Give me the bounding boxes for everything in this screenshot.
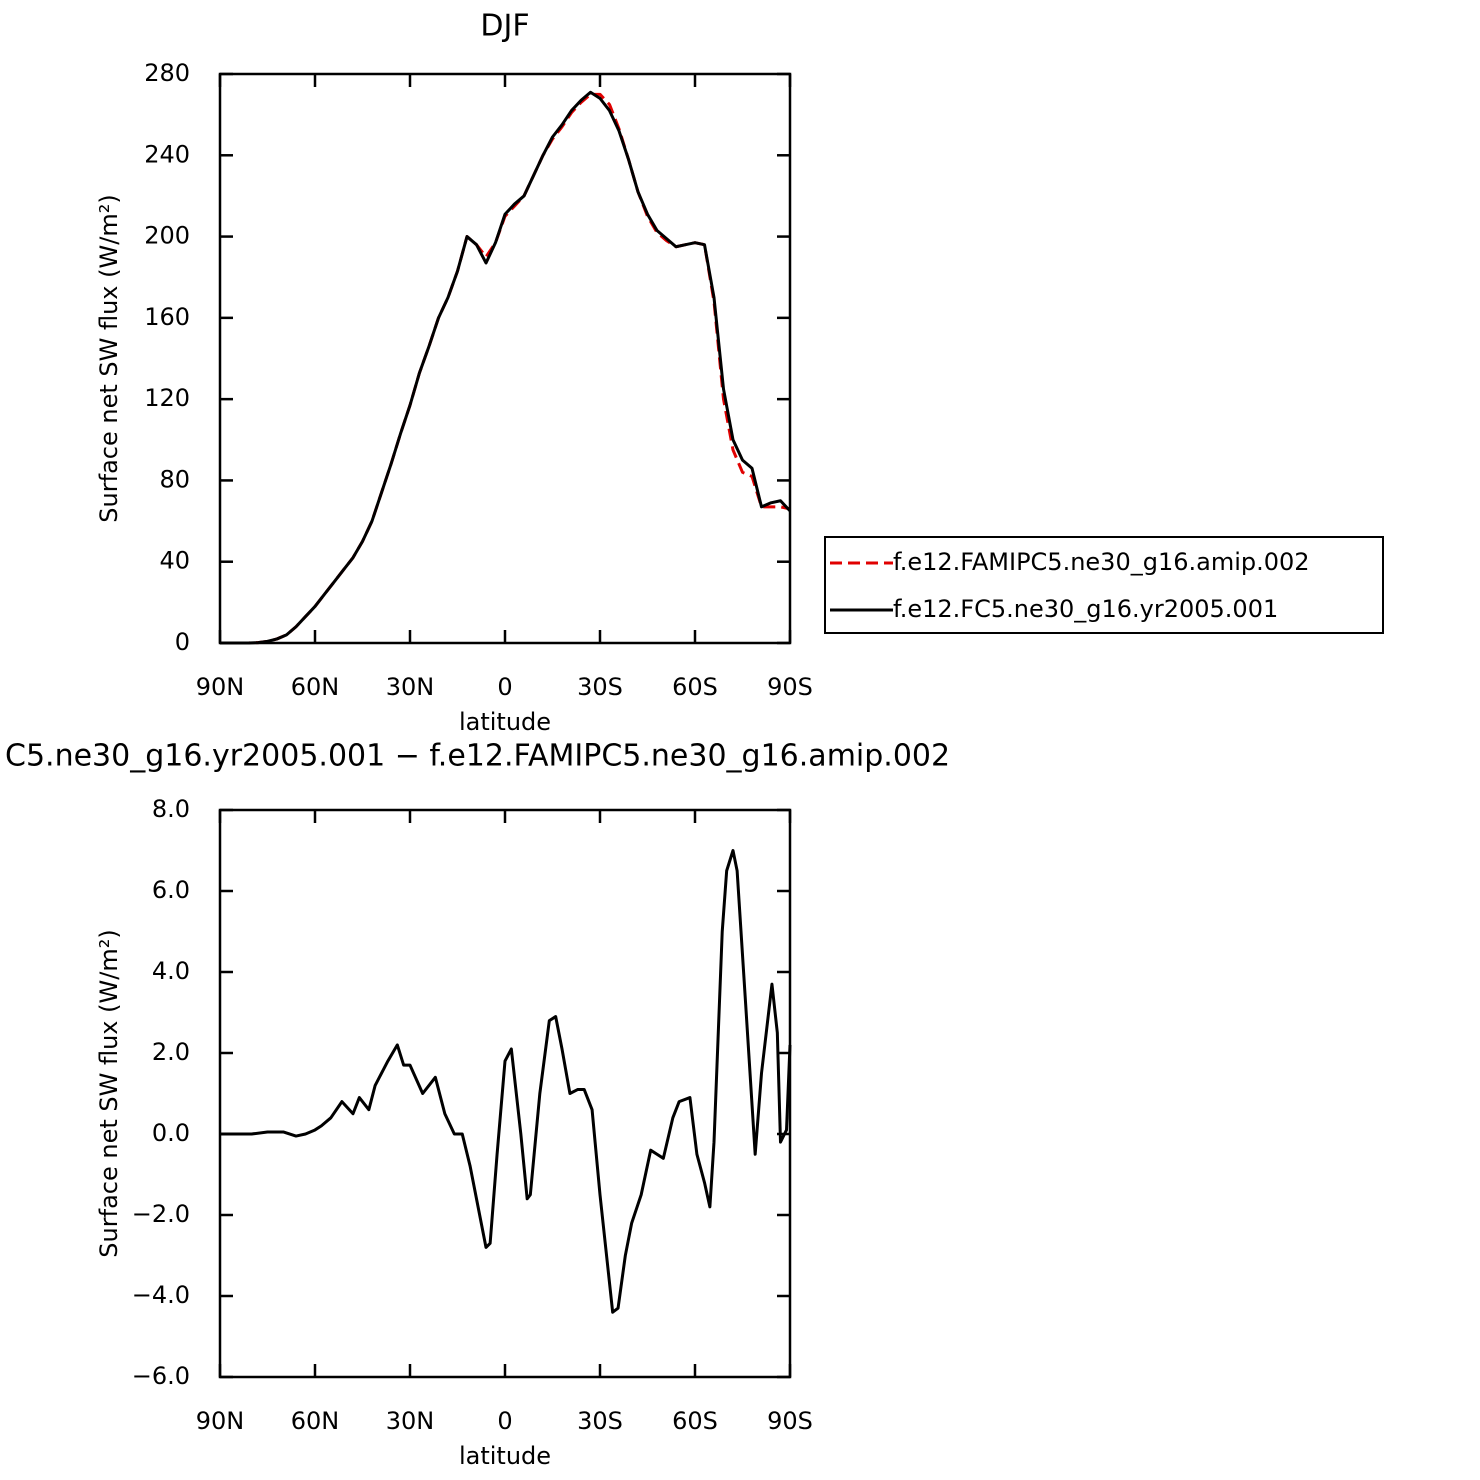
- x-tick-label: 60S: [672, 1407, 718, 1435]
- x-tick-label: 30S: [577, 1407, 623, 1435]
- legend-label: f.e12.FC5.ne30_g16.yr2005.001: [893, 595, 1278, 623]
- legend-box: [824, 536, 1384, 634]
- x-tick-label: 90S: [767, 673, 813, 701]
- x-tick-label: 30N: [386, 1407, 435, 1435]
- y-tick-label: 40: [159, 547, 190, 575]
- y-tick-label: 80: [159, 465, 190, 493]
- plot-frame: [218, 72, 792, 645]
- y-tick-label: 0: [175, 628, 190, 656]
- y-tick-label: 120: [144, 384, 190, 412]
- chart-title: C5.ne30_g16.yr2005.001 − f.e12.FAMIPC5.n…: [5, 739, 950, 774]
- legend-label: f.e12.FAMIPC5.ne30_g16.amip.002: [893, 548, 1310, 576]
- y-tick-label: −6.0: [132, 1362, 190, 1390]
- x-tick-label: 60N: [291, 1407, 340, 1435]
- data-line: [220, 92, 791, 645]
- x-tick-label: 30S: [577, 673, 623, 701]
- y-tick-label: 8.0: [152, 795, 190, 823]
- x-tick-label: 90N: [196, 1407, 245, 1435]
- plot-frame: [218, 808, 792, 1379]
- y-axis-label: Surface net SW flux (W/m²): [95, 194, 123, 522]
- y-tick-label: 6.0: [152, 876, 190, 904]
- y-tick-label: −4.0: [132, 1281, 190, 1309]
- y-tick-label: 2.0: [152, 1038, 190, 1066]
- x-tick-label: 0: [497, 1407, 512, 1435]
- x-tick-label: 30N: [386, 673, 435, 701]
- y-tick-label: 280: [144, 59, 190, 87]
- x-axis-label: latitude: [459, 1442, 551, 1470]
- y-tick-label: 160: [144, 303, 190, 331]
- y-tick-label: 240: [144, 140, 190, 168]
- data-line: [220, 90, 792, 645]
- y-tick-label: 4.0: [152, 957, 190, 985]
- data-line: [220, 849, 792, 1314]
- x-axis-label: latitude: [459, 708, 551, 736]
- x-tick-label: 0: [497, 673, 512, 701]
- x-tick-label: 60N: [291, 673, 340, 701]
- x-tick-label: 60S: [672, 673, 718, 701]
- x-tick-label: 90S: [767, 1407, 813, 1435]
- y-axis-label: Surface net SW flux (W/m²): [95, 929, 123, 1257]
- y-tick-label: −2.0: [132, 1200, 190, 1228]
- y-tick-label: 0.0: [152, 1119, 190, 1147]
- x-tick-label: 90N: [196, 673, 245, 701]
- y-tick-label: 200: [144, 222, 190, 250]
- chart-title: DJF: [480, 9, 529, 44]
